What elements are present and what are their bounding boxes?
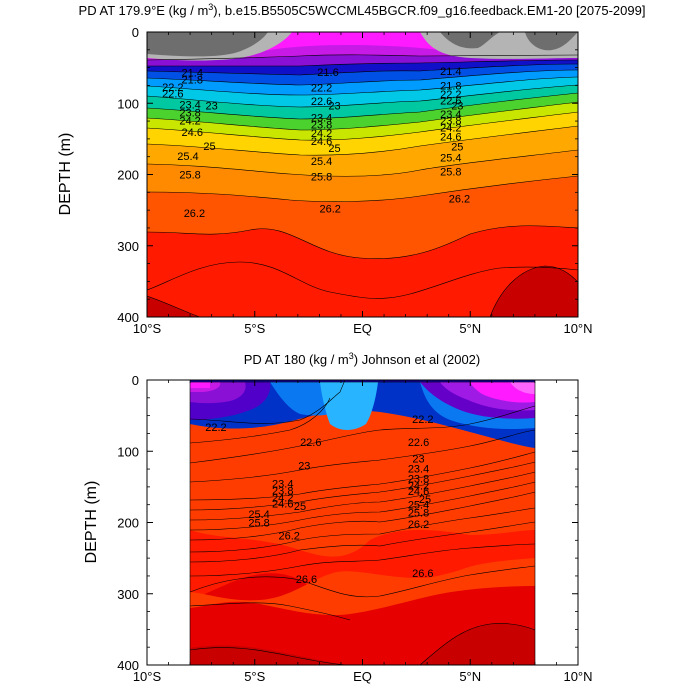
top-x-tick-label: 5°N — [459, 321, 481, 336]
bottom-contour-label: 25 — [419, 494, 431, 506]
top-contour-label: 24.6 — [182, 127, 203, 139]
top-contour-label: 23 — [328, 100, 340, 112]
bottom-contour-lines — [189, 380, 536, 665]
bottom-panel-title: PD AT 180 (kg / m3) Johnson et al (2002) — [244, 351, 481, 367]
bottom-contour-label: 23.8 — [272, 485, 293, 497]
top-x-tick-label: 10°N — [563, 321, 592, 336]
top-contour-label: 21.4 — [182, 68, 203, 80]
bottom-contour-label: 25.4 — [248, 509, 269, 521]
bottom-y-axis-label: DEPTH (m) — [83, 481, 100, 564]
top-axes: 10°S 5°S EQ 5°N 10°N 0 100 200 300 400 — [117, 25, 592, 336]
top-contour-label: 21.4 — [440, 66, 461, 78]
top-contour-label: 24.2 — [179, 115, 200, 127]
top-contour-label: 23.4 — [440, 109, 461, 121]
top-contour-label: 25 — [203, 141, 215, 153]
top-contour-label: 25.4 — [311, 156, 332, 168]
top-contour-label: 23.4 — [311, 113, 332, 125]
top-y-tick-label: 200 — [117, 168, 139, 183]
bottom-contour-label: 24.6 — [272, 498, 293, 510]
bottom-contour-label: 24.2 — [408, 480, 429, 492]
bottom-contour-layers — [190, 382, 535, 665]
top-contour-label: 25.4 — [177, 151, 198, 163]
bottom-contour-label: 22.6 — [408, 437, 429, 449]
top-contour-label: 23 — [206, 100, 218, 112]
top-contour-label: 22.6 — [311, 96, 332, 108]
bottom-x-tick-label: 10°S — [133, 669, 162, 684]
top-contour-labels: 21.421.822.222.62323.423.824.224.62525.4… — [162, 66, 470, 220]
bottom-contour-label: 24.6 — [408, 486, 429, 498]
top-contour-label: 23 — [451, 100, 463, 112]
top-contour-label: 22.2 — [162, 82, 183, 94]
bottom-y-tick-label: 300 — [117, 587, 139, 602]
top-y-tick-label: 0 — [132, 25, 139, 40]
top-x-tick-label: EQ — [353, 321, 372, 336]
bottom-panel: PD AT 180 (kg / m3) Johnson et al (2002) — [83, 351, 593, 684]
bottom-contour-label: 25.8 — [248, 518, 269, 530]
top-y-axis-label: DEPTH (m) — [57, 133, 74, 216]
bottom-contour-label: 25.8 — [408, 508, 429, 520]
bottom-x-tick-label: EQ — [353, 669, 372, 684]
top-panel: PD AT 179.9°E (kg / m3), b.e15.B5505C5WC… — [57, 2, 645, 336]
top-contour-label: 23.8 — [440, 115, 461, 127]
bottom-contour-label: 23.4 — [408, 463, 429, 475]
top-contour-label: 24.2 — [311, 128, 332, 140]
bottom-contour-label: 22.2 — [412, 414, 433, 426]
bottom-axes: 10°S 5°S EQ 5°N 10°N 0 100 200 300 400 — [117, 373, 592, 684]
bottom-contour-label: 22.6 — [300, 437, 321, 449]
top-contour-label: 25.8 — [440, 167, 461, 179]
top-y-tick-label: 300 — [117, 239, 139, 254]
top-contour-label: 22.2 — [440, 89, 461, 101]
bottom-y-tick-label: 400 — [117, 658, 139, 673]
top-contour-label: 22.6 — [162, 88, 183, 100]
bottom-contour-label: 22.2 — [205, 422, 226, 434]
bottom-contour-label: 23.4 — [272, 478, 293, 490]
bottom-contour-label: 26.2 — [408, 519, 429, 531]
bottom-contour-label: 26.6 — [296, 574, 317, 586]
bottom-y-tick-label: 200 — [117, 516, 139, 531]
bottom-y-tick-label: 0 — [132, 373, 139, 388]
top-contour-label: 25.8 — [311, 172, 332, 184]
top-contour-label: 25.4 — [440, 152, 461, 164]
bottom-x-tick-label: 5°S — [244, 669, 265, 684]
top-contour-label: 23.8 — [311, 120, 332, 132]
bottom-contour-label: 23.8 — [408, 473, 429, 485]
top-contour-label: 26.2 — [449, 194, 470, 206]
bottom-contour-label: 26.2 — [279, 530, 300, 542]
top-contour-label: 22.6 — [440, 95, 461, 107]
top-y-tick-label: 400 — [117, 310, 139, 325]
bottom-contour-label: 26.6 — [412, 568, 433, 580]
top-x-tick-label: 10°S — [133, 321, 162, 336]
top-contour-label: 25.8 — [179, 170, 200, 182]
top-contour-label: 22.2 — [311, 83, 332, 95]
top-panel-title: PD AT 179.9°E (kg / m3), b.e15.B5505C5WC… — [79, 2, 646, 18]
top-contour-label: 24.6 — [311, 136, 332, 148]
bottom-y-tick-label: 100 — [117, 444, 139, 459]
bottom-contour-label: 23 — [298, 461, 310, 473]
top-contour-label: 23.8 — [179, 108, 200, 120]
top-contour-fill: 21.421.822.222.62323.423.824.224.62525.4… — [147, 32, 578, 317]
top-contour-label: 25 — [328, 143, 340, 155]
top-contour-label: 24.6 — [440, 132, 461, 144]
bottom-x-tick-label: 5°N — [459, 669, 481, 684]
top-y-tick-label: 100 — [117, 96, 139, 111]
top-contour-label: 21.8 — [440, 80, 461, 92]
top-contour-label: 21.8 — [182, 75, 203, 87]
bottom-x-tick-label: 10°N — [563, 669, 592, 684]
bottom-contour-label: 25 — [294, 501, 306, 513]
bottom-contour-label: 24.2 — [272, 493, 293, 505]
bottom-contour-label: 25.4 — [408, 500, 429, 512]
top-x-tick-label: 5°S — [244, 321, 265, 336]
top-contour-label: 24.2 — [440, 122, 461, 134]
top-contour-label: 25 — [451, 142, 463, 154]
top-contour-label: 21.6 — [317, 67, 338, 79]
top-contour-label: 26.2 — [184, 208, 205, 220]
top-contour-label: 23.4 — [179, 100, 200, 112]
top-contour-label: 26.2 — [319, 204, 340, 216]
bottom-contour-label: 23 — [412, 453, 424, 465]
